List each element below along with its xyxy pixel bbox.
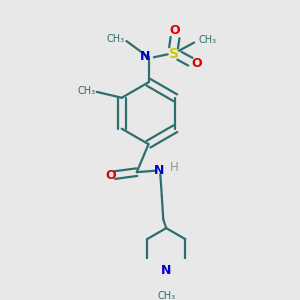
Text: O: O bbox=[192, 57, 203, 70]
Text: O: O bbox=[106, 169, 116, 182]
Text: H: H bbox=[170, 161, 179, 174]
Text: CH₃: CH₃ bbox=[77, 86, 95, 96]
Text: N: N bbox=[154, 164, 165, 177]
Text: CH₃: CH₃ bbox=[157, 291, 175, 300]
Text: CH₃: CH₃ bbox=[107, 34, 125, 44]
Text: CH₃: CH₃ bbox=[199, 34, 217, 45]
Text: N: N bbox=[161, 264, 171, 277]
Text: S: S bbox=[169, 47, 178, 61]
Text: O: O bbox=[170, 24, 180, 37]
Text: N: N bbox=[140, 50, 150, 63]
